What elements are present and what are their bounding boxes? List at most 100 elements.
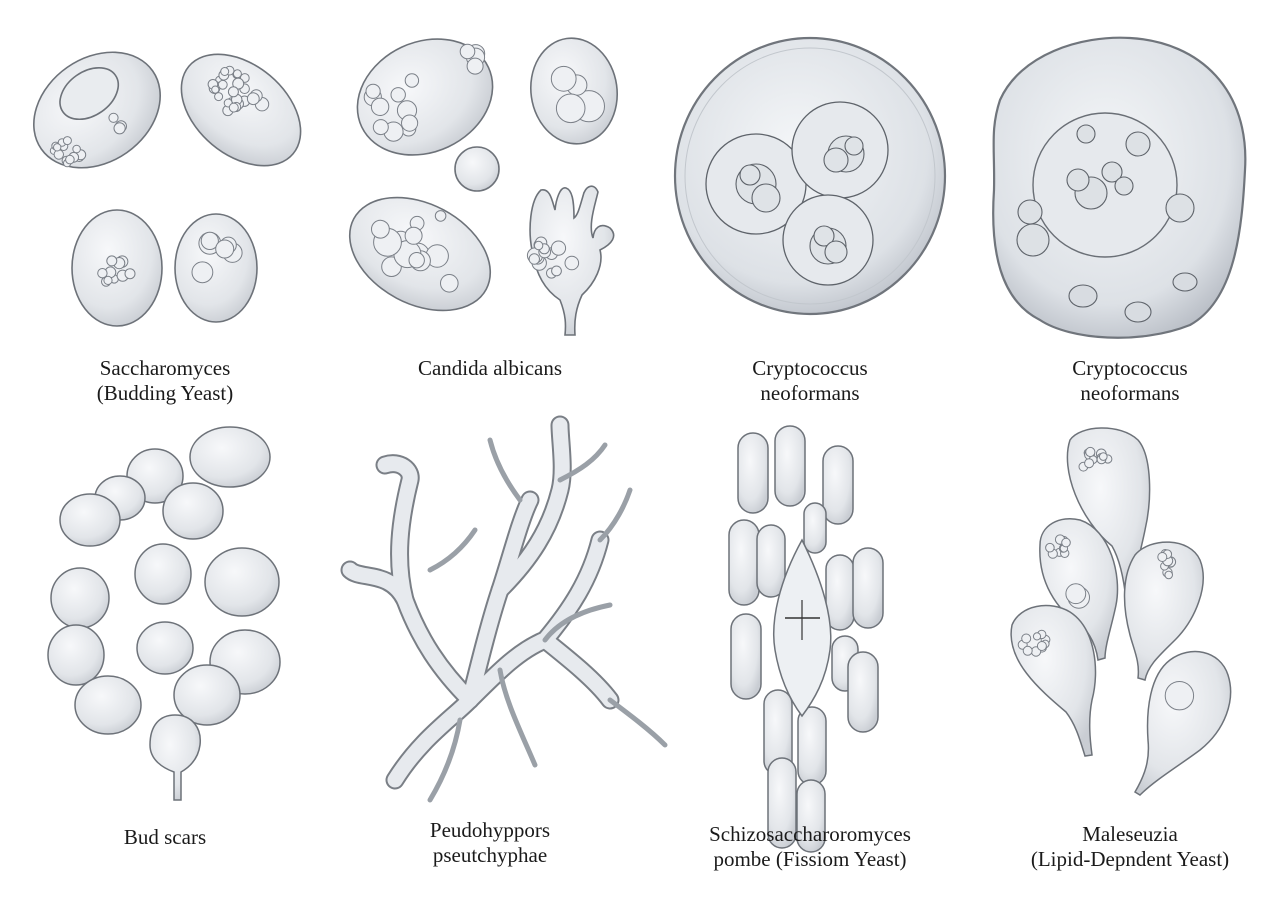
yeast-cell — [189, 426, 271, 488]
granule — [459, 43, 476, 60]
granule — [1164, 681, 1195, 711]
yeast-cell — [1133, 650, 1232, 796]
yeast-cell — [33, 51, 161, 169]
bud-scars-drawing — [47, 426, 281, 801]
yeast-cell — [136, 621, 194, 675]
granule — [1022, 645, 1033, 656]
malassezia-drawing — [1010, 427, 1232, 796]
rod-cell — [730, 613, 762, 700]
granule — [1085, 446, 1096, 458]
caption-cryptococcus-2: Cryptococcus neoformans — [1072, 356, 1188, 405]
granule — [1157, 552, 1168, 562]
granule — [528, 253, 540, 265]
granule — [370, 97, 390, 117]
granule — [550, 240, 567, 256]
caption-pseudohyphae: Peudohyppors pseutchyphae — [429, 818, 551, 867]
granule — [217, 79, 228, 90]
granule — [1036, 641, 1047, 651]
rod-cell — [847, 651, 879, 733]
malassezia-granules — [1017, 446, 1195, 711]
granule — [106, 255, 118, 267]
granule — [220, 67, 230, 76]
granule — [62, 136, 72, 146]
saccharomyces-granules — [49, 65, 270, 287]
granule — [1045, 542, 1055, 553]
granule — [214, 92, 224, 102]
yeast-cell — [1123, 541, 1204, 681]
granule — [408, 252, 425, 269]
candida-granules — [363, 43, 606, 293]
rod-cell — [797, 706, 827, 786]
rod-cell — [756, 524, 786, 598]
granule — [404, 73, 420, 88]
granule — [191, 261, 214, 284]
granule — [1164, 570, 1173, 580]
granule — [211, 85, 220, 94]
granule — [550, 65, 577, 92]
rod-cell — [774, 425, 806, 507]
yeast-cell — [162, 482, 224, 540]
granule — [65, 154, 75, 165]
rod-cell — [728, 519, 760, 606]
pseudohyphae-drawing — [340, 415, 668, 803]
granule — [434, 210, 447, 222]
granule — [401, 114, 419, 132]
yeast-cell — [74, 675, 142, 735]
rod-cell — [822, 445, 854, 525]
yeast-cell — [149, 714, 201, 801]
yeast-cell — [454, 146, 500, 192]
cryptococcus-2-drawing — [992, 36, 1247, 339]
granule — [564, 255, 580, 271]
cryptococcus-1-drawing — [673, 36, 947, 316]
saccharomyces-drawing — [33, 51, 302, 327]
granule — [215, 239, 235, 259]
caption-malassezia: Maleseuzia (Lipid-Depndent Yeast) — [1030, 822, 1230, 871]
granule — [533, 240, 544, 251]
granule — [1084, 458, 1095, 469]
granule — [72, 144, 81, 154]
caption-saccharomyces: Saccharomyces (Budding Yeast) — [96, 356, 234, 405]
yeast-cell — [1010, 604, 1097, 757]
yeast-cell — [173, 664, 241, 726]
granule — [113, 122, 126, 135]
rod-cell — [767, 757, 797, 849]
granule — [53, 149, 64, 160]
rod-cell — [825, 554, 855, 631]
granule — [1032, 632, 1042, 641]
yeast-cell — [50, 567, 110, 629]
granule — [232, 69, 242, 79]
caption-bud-scars: Bud scars — [123, 825, 207, 849]
granule — [390, 87, 406, 103]
caption-cryptococcus-1: Cryptococcus neoformans — [752, 356, 868, 405]
granule — [103, 275, 113, 285]
rod-cell — [796, 779, 826, 853]
granule — [228, 102, 239, 113]
granule — [555, 93, 586, 124]
granule — [246, 92, 260, 106]
granule — [1061, 537, 1071, 548]
caption-schizosaccharomyces: Schizosaccharoromyces pombe (Fissiom Yeas… — [709, 822, 911, 871]
granule — [227, 86, 239, 98]
granule — [371, 219, 390, 239]
yeast-cell — [174, 213, 258, 323]
granule — [1065, 583, 1087, 605]
granule — [466, 57, 484, 75]
granule — [97, 268, 108, 279]
granule — [108, 112, 119, 123]
granule — [440, 274, 459, 293]
granule — [1099, 452, 1108, 461]
rod-cell — [737, 432, 769, 514]
granule — [124, 268, 136, 280]
granule — [404, 226, 423, 245]
rod-cell — [803, 502, 827, 554]
granule — [1021, 633, 1032, 644]
yeast-cell — [134, 543, 192, 605]
granule — [365, 83, 381, 99]
granule — [372, 119, 389, 136]
granule — [200, 231, 219, 250]
yeast-cell — [180, 53, 302, 167]
rod-cell — [852, 547, 884, 629]
yeast-cell — [204, 547, 280, 617]
